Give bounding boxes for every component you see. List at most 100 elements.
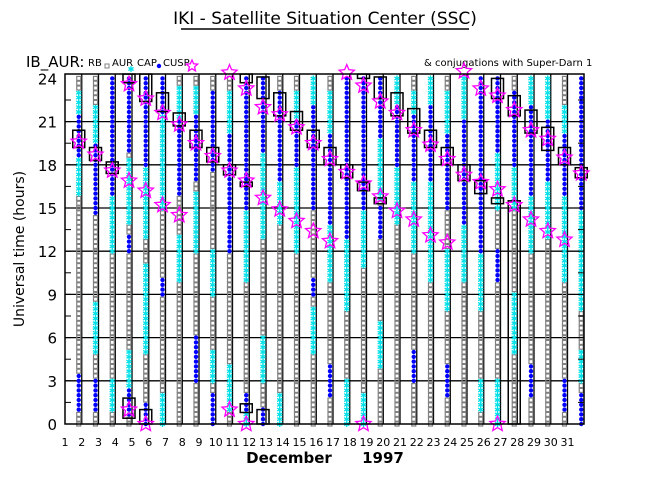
cusp-point bbox=[579, 191, 584, 196]
asterisk-stroke bbox=[394, 191, 400, 196]
aur-point bbox=[461, 335, 467, 341]
aur-point bbox=[210, 85, 216, 91]
aur-point bbox=[143, 248, 149, 254]
aur-point bbox=[293, 330, 300, 336]
asterisk-stroke bbox=[226, 109, 233, 115]
asterisk-stroke bbox=[209, 263, 216, 268]
conjugation-star bbox=[136, 88, 155, 107]
aur-point bbox=[293, 349, 300, 355]
aur-point bbox=[176, 402, 182, 408]
aur-point bbox=[494, 320, 501, 326]
asterisk-stroke bbox=[394, 181, 400, 187]
aur-point bbox=[377, 315, 383, 321]
aur-point bbox=[76, 416, 82, 422]
aur-point bbox=[277, 383, 283, 389]
asterisk-stroke bbox=[226, 373, 233, 379]
asterisk-stroke bbox=[193, 215, 199, 220]
cusp-point bbox=[344, 105, 349, 110]
cusp-point bbox=[528, 191, 534, 196]
aur-point bbox=[143, 383, 149, 389]
cusp-point bbox=[528, 138, 534, 143]
aur-point bbox=[411, 311, 417, 317]
cap-point bbox=[494, 377, 501, 384]
cusp-point bbox=[478, 76, 483, 81]
aur-point bbox=[260, 287, 266, 293]
asterisk-stroke bbox=[142, 306, 149, 311]
aur-point bbox=[427, 411, 434, 417]
cusp-point bbox=[193, 354, 199, 359]
asterisk-stroke bbox=[260, 196, 266, 201]
cusp-point bbox=[160, 81, 165, 86]
grid bbox=[65, 74, 584, 424]
aur-point bbox=[377, 248, 383, 254]
asterisk-stroke bbox=[142, 287, 149, 292]
asterisk-stroke bbox=[494, 162, 501, 167]
aur-point bbox=[528, 349, 534, 355]
y-tick-label: 21 bbox=[38, 114, 57, 132]
aur-point bbox=[360, 320, 367, 326]
aur-point bbox=[260, 263, 266, 269]
aur-point bbox=[109, 311, 115, 317]
asterisk-stroke bbox=[193, 100, 199, 105]
cusp-point bbox=[478, 229, 483, 235]
cusp-point bbox=[311, 109, 316, 115]
aur-point bbox=[293, 392, 300, 398]
asterisk-stroke bbox=[477, 258, 484, 263]
cusp-point bbox=[311, 287, 316, 292]
asterisk-stroke bbox=[410, 244, 417, 249]
aur-point bbox=[210, 344, 216, 350]
cusp-point bbox=[344, 157, 349, 163]
cusp-point bbox=[76, 114, 81, 120]
aur-point bbox=[159, 248, 166, 254]
asterisk-stroke bbox=[578, 359, 585, 364]
cusp-point bbox=[394, 162, 400, 167]
aur-point bbox=[377, 411, 383, 417]
aur-point bbox=[226, 296, 233, 302]
asterisk-stroke bbox=[142, 205, 149, 211]
asterisk-stroke bbox=[260, 354, 266, 359]
asterisk-stroke bbox=[544, 85, 551, 91]
aur-point bbox=[511, 416, 517, 422]
cusp-point bbox=[562, 167, 567, 172]
aur-point bbox=[293, 263, 300, 269]
cusp-point bbox=[294, 138, 299, 143]
cap-point bbox=[444, 89, 451, 96]
aur-point bbox=[260, 397, 266, 403]
aur-point bbox=[159, 368, 166, 374]
cusp-point bbox=[378, 100, 383, 105]
aur-point bbox=[293, 402, 300, 408]
asterisk-stroke bbox=[142, 177, 149, 182]
aur-point bbox=[444, 354, 450, 360]
asterisk-stroke bbox=[293, 191, 300, 196]
cusp-point bbox=[327, 172, 333, 177]
cusp-point bbox=[311, 162, 316, 167]
cap-point bbox=[477, 253, 484, 259]
cusp-point bbox=[344, 225, 349, 230]
cusp-point bbox=[311, 282, 316, 287]
conjugation-star bbox=[153, 103, 172, 121]
asterisk-stroke bbox=[243, 277, 250, 283]
asterisk-stroke bbox=[343, 393, 350, 398]
day-column-13 bbox=[270, 75, 290, 427]
asterisk-stroke bbox=[360, 253, 367, 259]
aur-point bbox=[327, 407, 333, 413]
cusp-point bbox=[93, 388, 98, 393]
aur-point bbox=[360, 272, 367, 278]
cusp-point bbox=[478, 138, 483, 143]
asterisk-stroke bbox=[343, 388, 350, 393]
asterisk-stroke bbox=[394, 177, 400, 182]
cusp-point bbox=[126, 388, 132, 393]
cusp-point bbox=[478, 196, 483, 201]
asterisk-stroke bbox=[360, 225, 367, 230]
asterisk-stroke bbox=[494, 157, 501, 163]
aur-point bbox=[444, 416, 450, 422]
cusp-point bbox=[562, 138, 567, 143]
aur-point bbox=[444, 239, 450, 245]
asterisk-stroke bbox=[193, 220, 199, 225]
aur-point bbox=[293, 253, 300, 259]
asterisk-stroke bbox=[159, 417, 166, 422]
cusp-point bbox=[545, 177, 550, 182]
aur-point bbox=[293, 75, 300, 82]
cusp-point bbox=[110, 191, 115, 196]
aur-point bbox=[310, 263, 316, 269]
